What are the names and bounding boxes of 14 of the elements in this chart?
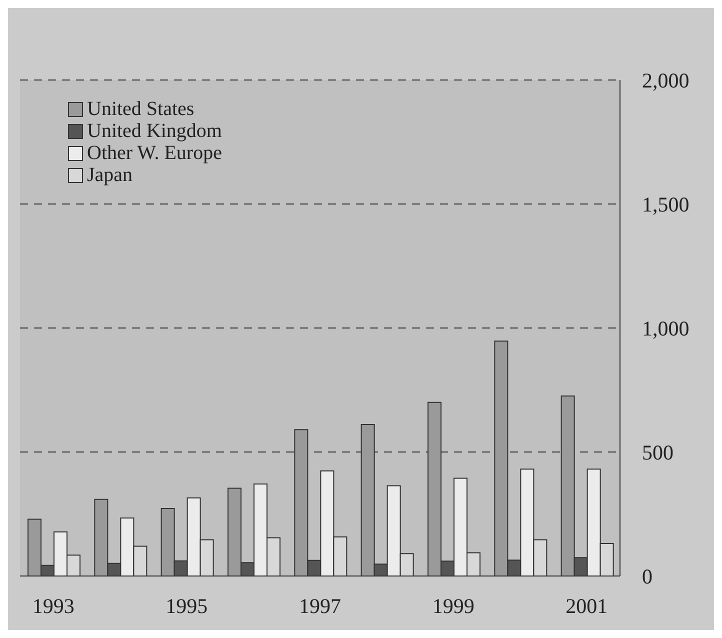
legend-label: United Kingdom bbox=[87, 120, 222, 142]
legend-label: United States bbox=[87, 98, 194, 120]
legend-label: Japan bbox=[87, 164, 133, 186]
x-tick-label: 1997 bbox=[299, 594, 341, 618]
y-tick-label: 0 bbox=[642, 564, 652, 588]
x-tick-label: 2001 bbox=[566, 594, 608, 618]
x-tick-label: 1995 bbox=[166, 594, 208, 618]
legend-label: Other W. Europe bbox=[87, 142, 222, 164]
y-tick-label: 500 bbox=[642, 440, 674, 464]
y-tick-label: 1,000 bbox=[642, 316, 690, 340]
y-tick-label: 2,000 bbox=[642, 68, 690, 92]
x-tick-label: 1993 bbox=[32, 594, 74, 618]
x-tick-label: 1999 bbox=[432, 594, 474, 618]
y-tick-label: 1,500 bbox=[642, 192, 690, 216]
